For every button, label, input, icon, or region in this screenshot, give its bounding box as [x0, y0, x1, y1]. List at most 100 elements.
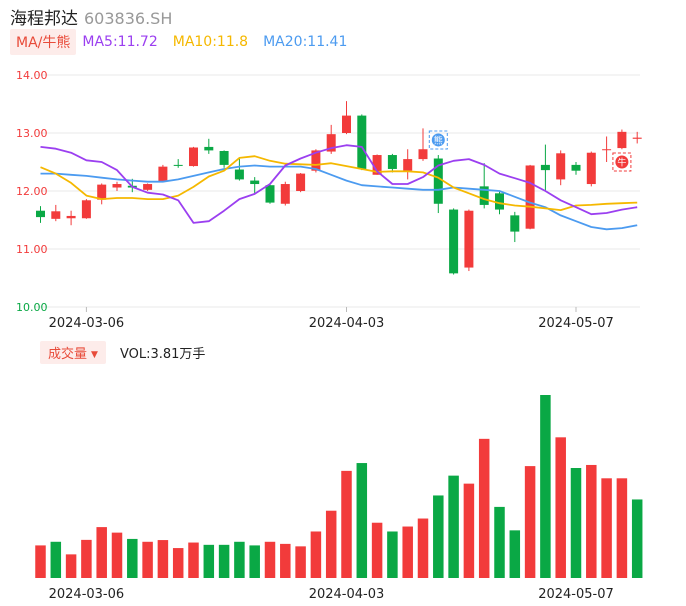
volume-bar[interactable]: [555, 437, 566, 578]
volume-bar[interactable]: [463, 483, 475, 578]
candle[interactable]: [387, 153, 397, 173]
volume-bar[interactable]: [65, 554, 77, 578]
candle[interactable]: [602, 136, 612, 162]
volume-bar[interactable]: [586, 464, 597, 578]
candle-body: [433, 158, 443, 204]
volume-bar[interactable]: [448, 475, 459, 578]
candle[interactable]: [219, 150, 229, 168]
candle[interactable]: [571, 162, 581, 175]
volume-bar[interactable]: [218, 544, 230, 578]
candle[interactable]: [234, 158, 244, 181]
candle[interactable]: [296, 173, 306, 193]
bull-badge-icon[interactable]: 牛: [612, 152, 632, 172]
candle-body: [51, 211, 61, 219]
volume-bar[interactable]: [81, 539, 92, 578]
volume-bar[interactable]: [371, 522, 383, 578]
candle-body: [204, 146, 214, 151]
volume-bar[interactable]: [295, 546, 306, 578]
badge-circle: [431, 133, 445, 147]
candle[interactable]: [556, 150, 566, 186]
ma-indicator-tag[interactable]: MA/牛熊: [10, 29, 77, 55]
candle-body: [617, 131, 627, 149]
volume-bar[interactable]: [570, 468, 582, 578]
volume-bar[interactable]: [540, 395, 551, 578]
volume-bar[interactable]: [96, 527, 107, 578]
candle[interactable]: [617, 129, 627, 150]
volume-bar[interactable]: [280, 543, 291, 578]
candle[interactable]: [112, 181, 122, 191]
candle[interactable]: [265, 184, 275, 204]
candle-body: [250, 180, 260, 185]
candle[interactable]: [51, 204, 61, 222]
volume-bar[interactable]: [264, 541, 276, 578]
volume-bar[interactable]: [127, 538, 138, 578]
candle[interactable]: [97, 183, 107, 205]
candle[interactable]: [464, 209, 474, 272]
volume-bar[interactable]: [631, 499, 643, 578]
volume-bar[interactable]: [35, 545, 46, 578]
candle[interactable]: [586, 151, 596, 187]
candle[interactable]: [357, 114, 367, 171]
volume-bar[interactable]: [341, 470, 352, 578]
volume-bar[interactable]: [524, 466, 536, 578]
candle[interactable]: [36, 206, 45, 223]
candle[interactable]: [403, 149, 413, 180]
candle-body: [219, 150, 229, 165]
x-tick-label: 2024-05-07: [538, 587, 614, 602]
candle[interactable]: [280, 181, 290, 206]
volume-bar[interactable]: [50, 541, 62, 578]
candle[interactable]: [250, 177, 260, 195]
volume-bar[interactable]: [249, 545, 260, 578]
volume-bar[interactable]: [157, 540, 169, 578]
candle[interactable]: [525, 164, 535, 230]
volume-bar[interactable]: [142, 541, 153, 578]
bear-badge-icon[interactable]: 熊: [428, 130, 448, 150]
candle-body: [602, 149, 612, 151]
candle[interactable]: [449, 208, 459, 275]
candle[interactable]: [510, 211, 520, 243]
volume-bars: [35, 395, 643, 578]
volume-bar[interactable]: [310, 531, 322, 578]
candle[interactable]: [173, 159, 183, 168]
dropdown-caret-icon: ▼: [91, 349, 98, 360]
volume-bar[interactable]: [356, 463, 368, 578]
volume-indicator-tag[interactable]: 成交量 ▼: [40, 340, 106, 364]
volume-bar[interactable]: [203, 544, 215, 578]
volume-bar[interactable]: [402, 526, 413, 578]
candle-body: [280, 184, 290, 204]
volume-bar[interactable]: [417, 518, 429, 578]
volume-bar[interactable]: [494, 506, 505, 578]
candle[interactable]: [342, 101, 351, 135]
candle[interactable]: [158, 164, 168, 182]
candle[interactable]: [66, 210, 76, 226]
volume-bar[interactable]: [188, 542, 199, 578]
candle[interactable]: [189, 146, 198, 167]
volume-bar[interactable]: [172, 548, 184, 578]
candle[interactable]: [479, 163, 489, 209]
volume-bar[interactable]: [325, 510, 337, 578]
volume-bar[interactable]: [616, 478, 628, 578]
candle[interactable]: [143, 183, 153, 191]
candle[interactable]: [540, 144, 550, 191]
volume-bar[interactable]: [387, 531, 398, 578]
candle-body: [189, 147, 198, 167]
candle[interactable]: [81, 199, 91, 219]
candle[interactable]: [326, 124, 336, 154]
candle[interactable]: [204, 138, 214, 154]
candle-body: [173, 164, 183, 166]
candle-body: [143, 184, 153, 190]
x-tick-label: 2024-03-06: [49, 587, 125, 602]
candle-body: [66, 215, 76, 219]
candle[interactable]: [418, 128, 428, 161]
volume-bar[interactable]: [478, 438, 490, 578]
volume-bar[interactable]: [433, 495, 444, 578]
volume-bar[interactable]: [601, 478, 612, 578]
volume-bar[interactable]: [509, 530, 521, 578]
volume-bar[interactable]: [234, 541, 245, 578]
candle[interactable]: [632, 131, 642, 144]
y-tick-label: 12.00: [16, 185, 48, 198]
volume-bar[interactable]: [111, 532, 123, 578]
y-tick-label: 14.00: [16, 69, 48, 82]
